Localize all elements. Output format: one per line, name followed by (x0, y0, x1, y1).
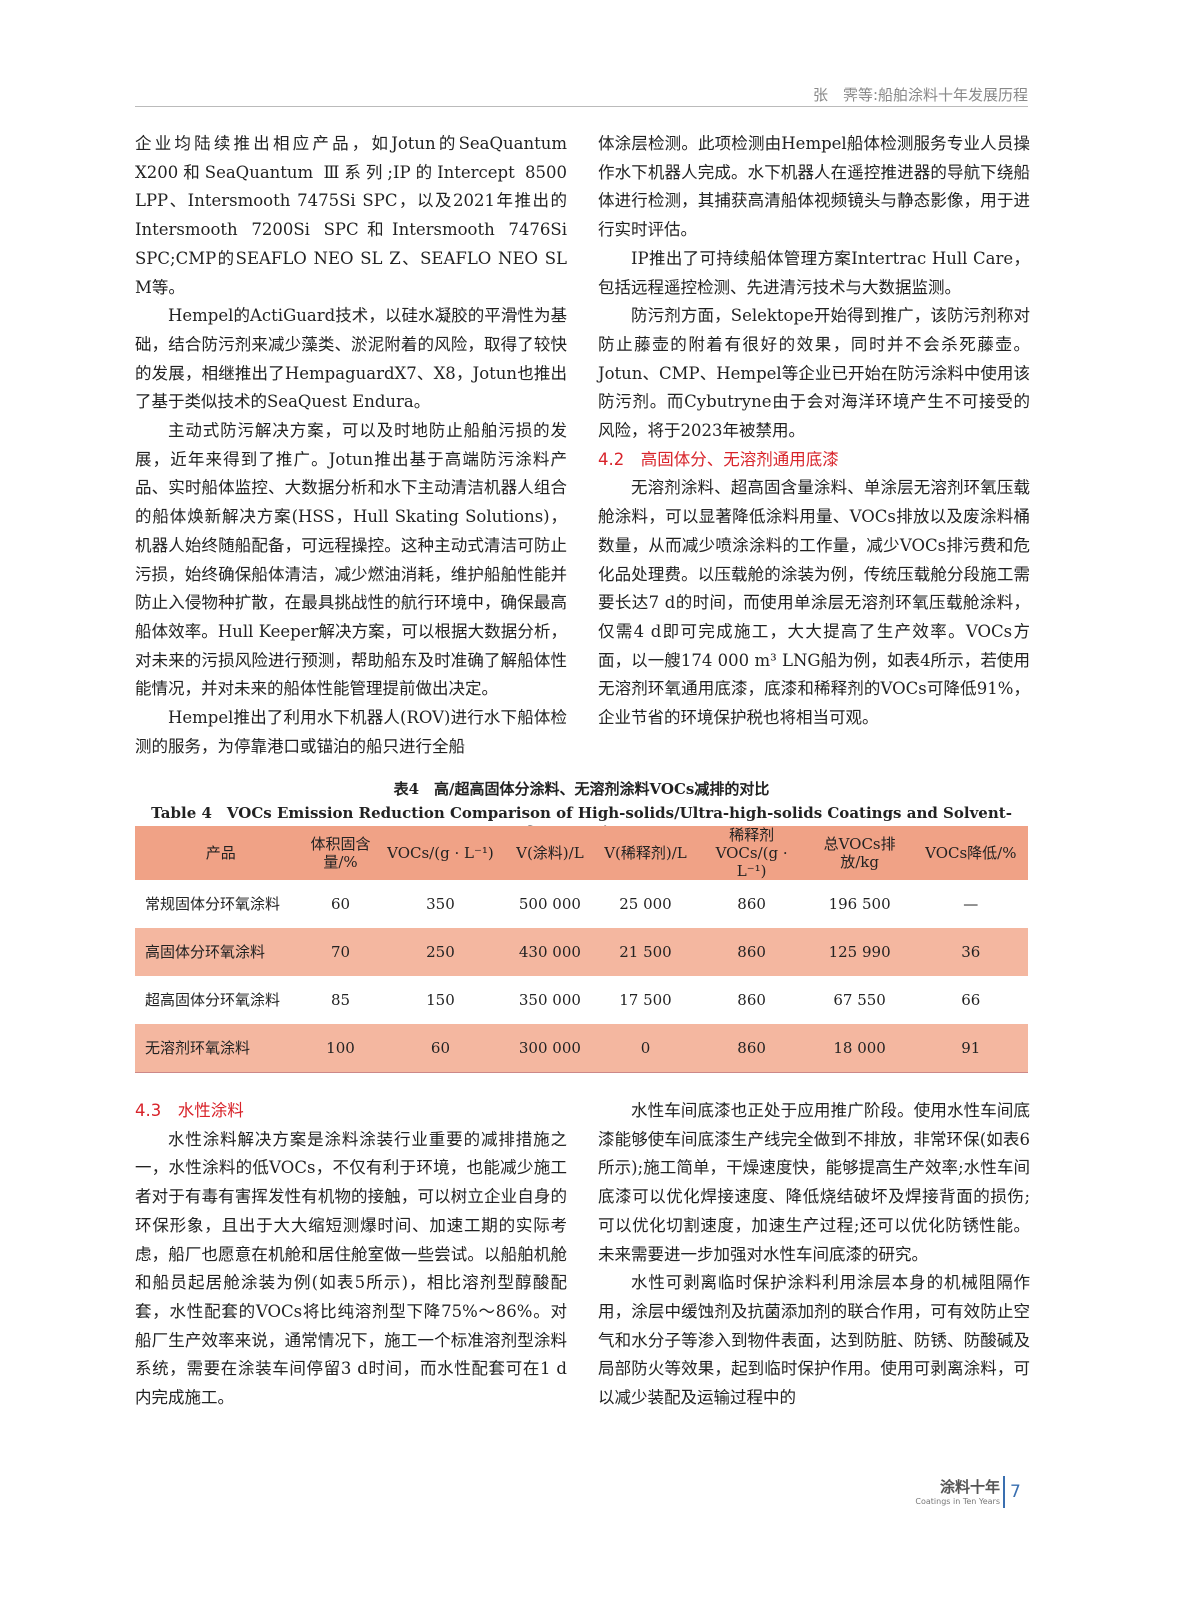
paragraph: 防污剂方面，Selektope开始得到推广，该防污剂称对防止藤壶的附着有很好的效… (598, 306, 1030, 441)
table-cell: 91 (913, 1024, 1028, 1073)
table-cell: 350 000 (518, 991, 581, 1009)
journal-name-cn: 涂料十年 (939, 1478, 1000, 1496)
paragraph: 主动式防污解决方案，可以及时地防止船舶污损的发展，近年来得到了推广。Jotun推… (135, 421, 567, 699)
footer-divider (1003, 1476, 1005, 1508)
column-header: 体积固含量/% (306, 826, 375, 880)
table-cell: 85 (330, 991, 351, 1009)
table-cell: 300 000 (506, 1024, 594, 1073)
paragraph: 水性可剥离临时保护涂料利用涂层本身的机械阻隔作用，涂层中缓蚀剂及抗菌添加剂的联合… (598, 1273, 1030, 1408)
table-row: 高固体分环氧涂料 70 250 430 000 21 500 860 125 990 36 (135, 928, 1028, 976)
table-cell: 196 500 (828, 895, 891, 913)
table-cell: 36 (913, 928, 1028, 976)
paragraph: 企业均陆续推出相应产品，如Jotun的SeaQuantum X200和SeaQu… (135, 134, 567, 297)
table-row: 常规固体分环氧涂料 60 350 500 000 25 000 860 196 500 — (135, 880, 1028, 928)
journal-name-en: Coatings in Ten Years (915, 1497, 1000, 1506)
column-header: 稀释剂VOCs/(g · L⁻¹) (697, 826, 806, 880)
table-cell: 18 000 (805, 1024, 914, 1073)
right-column-bottom: 水性车间底漆也正处于应用推广阶段。使用水性车间底漆能够使车间底漆生产线完全做到不… (598, 1097, 1030, 1413)
section-heading-4-3: 4.3 水性涂料 (135, 1101, 244, 1120)
table-header-row: 产品 体积固含量/% VOCs/(g · L⁻¹) V(涂料)/L V(稀释剂)… (135, 826, 1028, 880)
column-header: V(稀释剂)/L (593, 826, 698, 880)
table-cell: 60 (330, 895, 351, 913)
table-cell: 70 (306, 928, 375, 976)
table-cell: 500 000 (518, 895, 581, 913)
table-cell: — (963, 895, 979, 913)
table-cell: 150 (426, 991, 455, 1009)
table-cell: 无溶剂环氧涂料 (135, 1024, 307, 1073)
table-cell: 860 (737, 895, 766, 913)
column-header: 产品 (135, 826, 307, 880)
table-caption-cn: 表4 高/超高固体分涂料、无溶剂涂料VOCs减排的对比 (393, 780, 770, 798)
table-cell: 860 (737, 991, 766, 1009)
table-row: 超高固体分环氧涂料 85 150 350 000 17 500 860 67 550 66 (135, 976, 1028, 1024)
paragraph: 水性涂料解决方案是涂料涂装行业重要的减排措施之一，水性涂料的低VOCs，不仅有利… (135, 1129, 567, 1408)
paragraph: Hempel推出了利用水下机器人(ROV)进行水下船体检测的服务，为停靠港口或锚… (135, 708, 567, 756)
table-cell: 0 (593, 1024, 698, 1073)
table-cell: 60 (374, 1024, 507, 1073)
table-cell: 高固体分环氧涂料 (135, 928, 307, 976)
table-cell: 17 500 (619, 991, 672, 1009)
table-cell: 66 (961, 991, 981, 1009)
right-column-top: 体涂层检测。此项检测由Hempel船体检测服务专业人员操作水下机器人完成。水下机… (598, 130, 1030, 733)
table-cell: 25 000 (619, 895, 672, 913)
page-number: 7 (1010, 1482, 1021, 1502)
table-cell: 67 550 (833, 991, 886, 1009)
paragraph: 水性车间底漆也正处于应用推广阶段。使用水性车间底漆能够使车间底漆生产线完全做到不… (598, 1101, 1030, 1264)
column-header: 总VOCs排放/kg (805, 826, 914, 880)
table-cell: 100 (306, 1024, 375, 1073)
left-column-bottom: 4.3 水性涂料 水性涂料解决方案是涂料涂装行业重要的减排措施之一，水性涂料的低… (135, 1097, 567, 1413)
column-header: VOCs/(g · L⁻¹) (374, 826, 507, 880)
table-cell: 超高固体分环氧涂料 (145, 991, 281, 1009)
left-column-top: 企业均陆续推出相应产品，如Jotun的SeaQuantum X200和SeaQu… (135, 130, 567, 761)
running-header: 张 霁等:船舶涂料十年发展历程 (135, 84, 1028, 107)
paragraph: 体涂层检测。此项检测由Hempel船体检测服务专业人员操作水下机器人完成。水下机… (598, 134, 1030, 240)
table-cell: 125 990 (805, 928, 914, 976)
journal-footer: 涂料十年 Coatings in Ten Years (880, 1476, 1000, 1506)
data-table: 产品 体积固含量/% VOCs/(g · L⁻¹) V(涂料)/L V(稀释剂)… (135, 826, 1028, 1073)
table-cell: 350 (426, 895, 455, 913)
table-row: 无溶剂环氧涂料 100 60 300 000 0 860 18 000 91 (135, 1024, 1028, 1073)
section-heading-4-2: 4.2 高固体分、无溶剂通用底漆 (598, 449, 839, 469)
paragraph: Hempel的ActiGuard技术，以硅水凝胶的平滑性为基础，结合防污剂来减少… (135, 306, 567, 412)
table-cell: 860 (697, 1024, 806, 1073)
column-header: VOCs降低/% (913, 826, 1028, 880)
table-cell: 21 500 (593, 928, 698, 976)
table-cell: 常规固体分环氧涂料 (145, 895, 281, 913)
table-cell: 250 (374, 928, 507, 976)
paragraph: 无溶剂涂料、超高固含量涂料、单涂层无溶剂环氧压载舱涂料，可以显著降低涂料用量、V… (598, 478, 1030, 728)
column-header: V(涂料)/L (506, 826, 594, 880)
table-cell: 860 (697, 928, 806, 976)
table-cell: 430 000 (506, 928, 594, 976)
paragraph: IP推出了可持续船体管理方案Intertrac Hull Care，包括远程遥控… (598, 248, 1030, 297)
